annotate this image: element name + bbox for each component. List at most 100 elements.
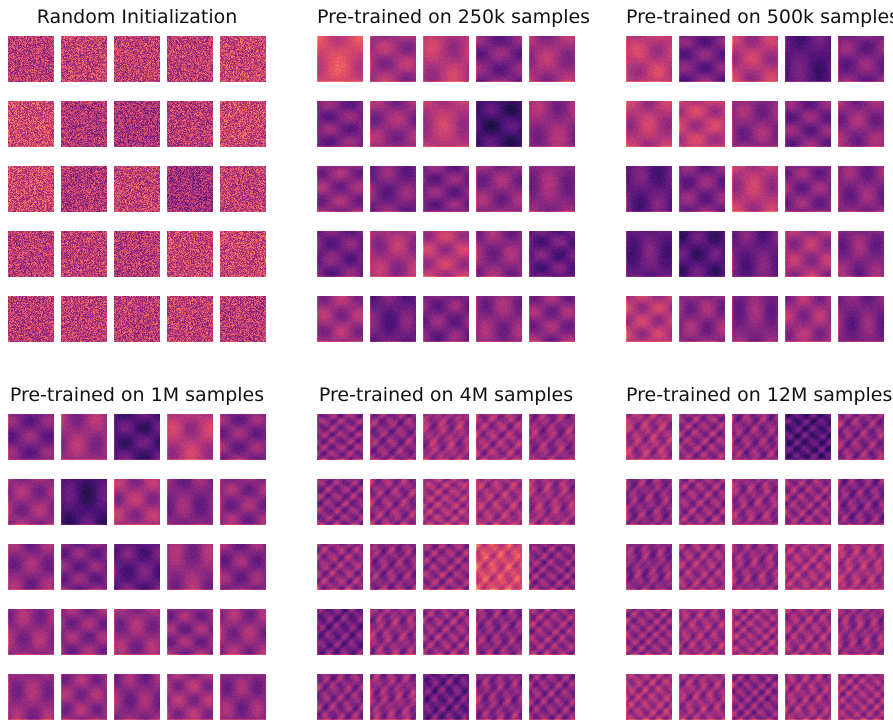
filter-grid	[8, 36, 266, 342]
filter-tile	[423, 231, 469, 277]
filter-tile	[370, 296, 416, 342]
filter-tile	[61, 296, 107, 342]
filter-tile	[838, 296, 884, 342]
filter-tile	[8, 101, 54, 147]
filter-tile	[167, 479, 213, 525]
filter-tile	[529, 231, 575, 277]
filter-tile	[220, 231, 266, 277]
filter-tile	[626, 609, 672, 655]
filter-tile	[8, 609, 54, 655]
filter-tile	[370, 231, 416, 277]
filter-tile	[838, 101, 884, 147]
filter-tile	[423, 674, 469, 720]
filter-tile	[732, 296, 778, 342]
filter-tile	[370, 414, 416, 460]
filter-tile	[114, 231, 160, 277]
filter-tile	[679, 544, 725, 590]
filter-tile	[220, 101, 266, 147]
filter-tile	[114, 101, 160, 147]
filter-tile	[8, 296, 54, 342]
filter-tile	[114, 166, 160, 212]
filter-tile	[220, 674, 266, 720]
panel-pretrained-12m: Pre-trained on 12M samples	[626, 382, 892, 727]
filter-tile	[8, 231, 54, 277]
filter-tile	[529, 479, 575, 525]
filter-tile	[423, 609, 469, 655]
filter-tile	[370, 544, 416, 590]
filter-tile	[423, 101, 469, 147]
filter-tile	[370, 101, 416, 147]
filter-tile	[732, 166, 778, 212]
filter-tile	[838, 479, 884, 525]
filter-grid	[626, 414, 884, 720]
filter-tile	[838, 544, 884, 590]
filter-tile	[423, 166, 469, 212]
panel-pretrained-1m: Pre-trained on 1M samples	[8, 382, 266, 727]
filter-tile	[529, 609, 575, 655]
filter-tile	[785, 479, 831, 525]
filter-tile	[61, 479, 107, 525]
filter-tile	[423, 296, 469, 342]
filter-tile	[220, 166, 266, 212]
filter-tile	[167, 36, 213, 82]
filter-tile	[61, 609, 107, 655]
filter-tile	[732, 36, 778, 82]
filter-tile	[317, 609, 363, 655]
filter-tile	[8, 36, 54, 82]
filter-tile	[476, 231, 522, 277]
filter-tile	[370, 479, 416, 525]
filter-tile	[317, 231, 363, 277]
filter-tile	[167, 609, 213, 655]
filter-tile	[679, 414, 725, 460]
filter-tile	[423, 36, 469, 82]
filter-tile	[529, 166, 575, 212]
panel-title: Random Initialization	[36, 6, 238, 28]
filter-tile	[370, 166, 416, 212]
filter-tile	[476, 101, 522, 147]
filter-tile	[114, 36, 160, 82]
filter-tile	[61, 36, 107, 82]
filter-tile	[679, 609, 725, 655]
filter-tile	[476, 36, 522, 82]
filter-tile	[679, 479, 725, 525]
filter-tile	[679, 166, 725, 212]
filter-tile	[732, 674, 778, 720]
filter-tile	[423, 544, 469, 590]
filter-tile	[61, 544, 107, 590]
filter-tile	[8, 544, 54, 590]
filter-tile	[220, 36, 266, 82]
filter-tile	[732, 544, 778, 590]
filter-tile	[8, 674, 54, 720]
panel-title: Pre-trained on 500k samples	[626, 6, 893, 28]
filter-tile	[317, 166, 363, 212]
filter-tile	[732, 479, 778, 525]
panel-title: Pre-trained on 250k samples	[317, 6, 591, 28]
filter-tile	[838, 231, 884, 277]
filter-tile	[838, 414, 884, 460]
filter-tile	[220, 544, 266, 590]
filter-tile	[317, 101, 363, 147]
filter-tile	[529, 296, 575, 342]
filter-tile	[785, 166, 831, 212]
filter-tile	[529, 36, 575, 82]
panel-title: Pre-trained on 4M samples	[318, 384, 574, 406]
filter-tile	[785, 609, 831, 655]
filter-tile	[220, 609, 266, 655]
filter-tile	[838, 166, 884, 212]
filter-tile	[423, 414, 469, 460]
filter-tile	[785, 674, 831, 720]
filter-tile	[114, 479, 160, 525]
filter-tile	[8, 414, 54, 460]
filter-tile	[529, 101, 575, 147]
filter-tile	[370, 36, 416, 82]
filter-tile	[167, 231, 213, 277]
filter-tile	[114, 544, 160, 590]
filter-tile	[679, 674, 725, 720]
filter-tile	[167, 101, 213, 147]
panel-pretrained-250k: Pre-trained on 250k samples	[317, 4, 591, 349]
filter-grid	[8, 414, 266, 720]
filter-tile	[732, 414, 778, 460]
filter-tile	[317, 544, 363, 590]
filter-tile	[476, 479, 522, 525]
panel-title: Pre-trained on 1M samples	[9, 384, 265, 406]
